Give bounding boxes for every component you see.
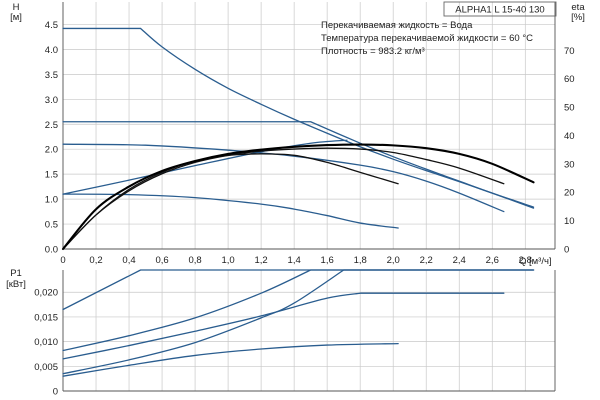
head-curve-4: [62, 139, 348, 195]
y-axis-unit-h: [м]: [10, 12, 22, 23]
x-tick-label: 2,4: [453, 255, 466, 266]
y-tick-label-p1: 0,005: [34, 362, 58, 373]
x-tick-label: 2,2: [420, 255, 433, 266]
y-tick-label-h: 0.0: [45, 245, 58, 256]
y2-tick-label-eta: 40: [564, 131, 575, 142]
head-curve-2: [62, 143, 505, 213]
y-axis-label-p1: P1: [10, 268, 22, 279]
y2-tick-label-eta: 0: [564, 245, 569, 256]
annotation-temperature: Температура перекачиваемой жидкости = 60…: [321, 33, 533, 44]
y-tick-label-h: 4.5: [45, 20, 58, 31]
y2-tick-label-eta: 60: [564, 74, 575, 85]
bottom-panel-grid: [62, 270, 556, 392]
annotation-density: Плотность = 983.2 кг/м³: [321, 46, 425, 57]
x-tick-label: 0,4: [122, 255, 135, 266]
x-tick-label: 2,0: [387, 255, 400, 266]
x-tick-label: 1,8: [354, 255, 367, 266]
head-curve-1: [62, 121, 535, 208]
y-tick-label-h: 2.0: [45, 145, 58, 156]
power-curve-2: [62, 292, 505, 360]
x-tick-label: 1,0: [221, 255, 234, 266]
x-tick-label: 1,4: [288, 255, 301, 266]
y2-axis-label-eta: eta: [571, 2, 585, 13]
head-curve-3: [62, 193, 399, 229]
efficiency-curve-7: [61, 143, 535, 251]
power-curve-3: [62, 269, 535, 375]
x-tick-label: 1,6: [321, 255, 334, 266]
y-axis-label-h: H: [13, 2, 20, 13]
efficiency-curve-6: [62, 147, 505, 250]
x-tick-label: 0,6: [155, 255, 168, 266]
power-curve-4: [62, 342, 399, 377]
bottom-panel-curves: [62, 269, 535, 377]
y-tick-label-h: 4.0: [45, 45, 58, 56]
y2-tick-label-eta: 20: [564, 188, 575, 199]
y2-tick-label-eta: 30: [564, 159, 575, 170]
y-tick-label-p1: 0,015: [34, 312, 58, 323]
x-tick-label: 2,6: [486, 255, 499, 266]
power-curve-1: [62, 269, 535, 352]
axis-tick-labels: 0 0,2 0,4 0,6 0,8 1,0 1,2 1,4 1,6 1,8 2,0 2,2 2,4 2,6…: [34, 20, 574, 398]
y-tick-label-h: 1.5: [45, 170, 58, 181]
y2-tick-label-eta: 10: [564, 216, 575, 227]
x-axis-label-q: Q: [519, 256, 526, 267]
y2-tick-label-eta: 50: [564, 103, 575, 114]
x-tick-label: 0: [60, 255, 65, 266]
x-tick-label: 2,8: [519, 255, 532, 266]
top-panel-grid: [62, 2, 556, 250]
y-tick-label-h: 2.5: [45, 120, 58, 131]
y-tick-label-p1: 0: [53, 387, 58, 398]
y2-tick-label-eta: 70: [564, 46, 575, 57]
head-curve-0: [62, 27, 535, 209]
y-tick-label-p1: 0,020: [34, 288, 58, 299]
y2-axis-unit-eta: [%]: [571, 12, 585, 23]
chart-title: ALPHA1 L 15-40 130: [455, 5, 544, 16]
x-tick-label: 0,8: [188, 255, 201, 266]
y-tick-label-h: 3.5: [45, 70, 58, 81]
top-panel-curves: [61, 27, 535, 251]
x-axis-unit-q: [м³/ч]: [529, 256, 552, 267]
y-tick-label-h: 0.5: [45, 220, 58, 231]
y-tick-label-h: 1.0: [45, 195, 58, 206]
y-tick-label-h: 3.0: [45, 95, 58, 106]
y-tick-label-p1: 0,010: [34, 337, 58, 348]
y-axis-unit-p1: [кВт]: [6, 279, 26, 290]
x-tick-label: 1,2: [255, 255, 268, 266]
x-tick-label: 0,2: [89, 255, 102, 266]
annotation-fluid: Перекачиваемая жидкость = Вода: [321, 20, 473, 31]
title-box: [443, 1, 557, 17]
